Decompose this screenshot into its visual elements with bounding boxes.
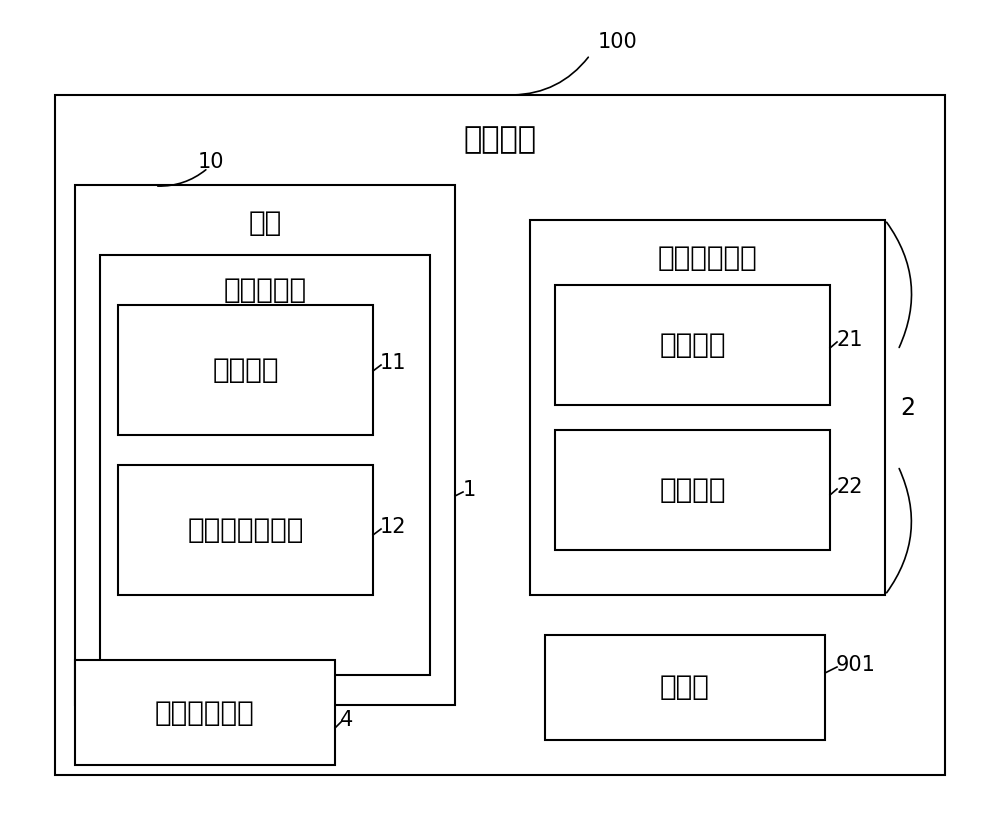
Text: 辅助呼吸单元: 辅助呼吸单元 <box>155 699 255 726</box>
Bar <box>75 660 335 765</box>
Text: 图像传感器: 图像传感器 <box>223 276 307 304</box>
Text: 有效期计算单元: 有效期计算单元 <box>187 516 304 544</box>
Text: 1: 1 <box>463 480 476 500</box>
Bar <box>555 285 830 405</box>
Text: 读取单元: 读取单元 <box>659 476 726 504</box>
Text: 901: 901 <box>836 655 876 675</box>
Bar <box>530 220 885 595</box>
Text: 11: 11 <box>380 353 406 373</box>
Text: 4: 4 <box>340 710 353 730</box>
Bar <box>75 185 455 705</box>
Bar <box>118 305 373 435</box>
Bar <box>555 430 830 550</box>
Bar <box>118 465 373 595</box>
Text: 12: 12 <box>380 517 406 537</box>
Bar <box>100 255 430 675</box>
Text: 判断单元: 判断单元 <box>659 331 726 359</box>
Text: 数据处理装置: 数据处理装置 <box>658 244 757 272</box>
Text: 22: 22 <box>836 477 862 497</box>
Text: 感测单元: 感测单元 <box>212 356 279 384</box>
Text: 2: 2 <box>900 396 915 420</box>
Text: 医疗设备: 医疗设备 <box>464 125 536 155</box>
Text: 10: 10 <box>198 152 224 172</box>
Text: 21: 21 <box>836 330 862 350</box>
Bar <box>55 95 945 775</box>
Bar <box>545 635 825 740</box>
Text: 100: 100 <box>598 32 638 52</box>
Text: 主机: 主机 <box>248 209 282 237</box>
Text: 存储器: 存储器 <box>660 673 710 702</box>
